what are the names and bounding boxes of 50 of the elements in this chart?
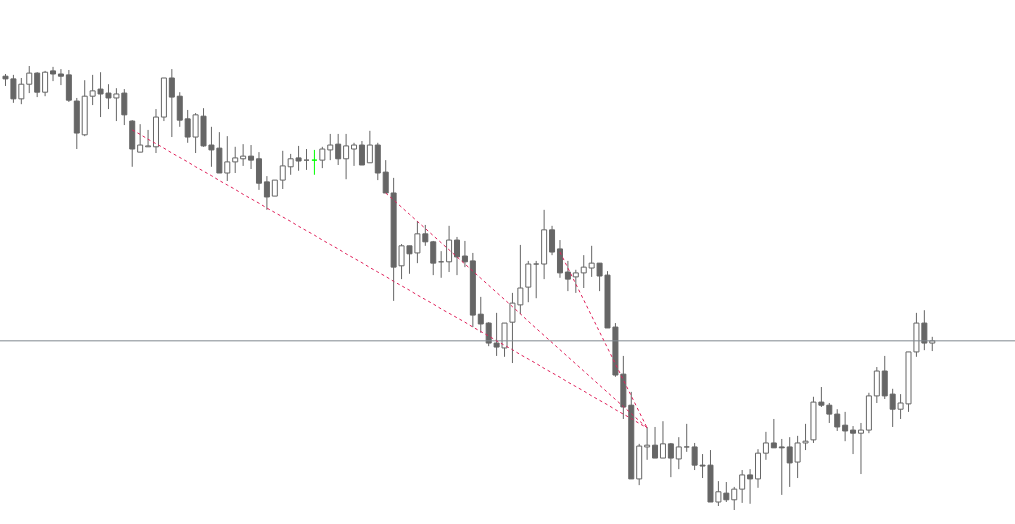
candlestick [850, 425, 857, 455]
candlestick [572, 269, 579, 294]
candlestick [461, 240, 468, 268]
candlestick [42, 70, 49, 97]
candlestick [168, 68, 175, 138]
candlestick [50, 66, 57, 82]
candlestick [652, 426, 659, 459]
candlestick [683, 423, 690, 453]
candlestick [731, 486, 738, 511]
candlestick [747, 468, 754, 505]
candlestick [667, 442, 674, 478]
candlestick [335, 133, 342, 166]
candlestick [343, 133, 350, 180]
candlestick [644, 426, 651, 461]
candlestick [659, 420, 666, 459]
candlestick [176, 91, 183, 128]
candlestick [57, 68, 64, 86]
candlestick [477, 296, 484, 334]
candlestick [303, 148, 310, 171]
candlestick [26, 65, 33, 94]
candlestick [366, 130, 373, 164]
candlestick [232, 146, 239, 174]
candlestick [327, 133, 334, 161]
candlestick [311, 149, 318, 176]
candlestick [549, 225, 556, 256]
candlestick [857, 422, 864, 475]
candlestick [842, 411, 849, 442]
candlestick [454, 236, 460, 276]
candlestick [248, 144, 255, 170]
candlestick [739, 469, 746, 504]
candlestick [430, 240, 437, 276]
candlestick [351, 142, 358, 167]
candlestick [675, 436, 682, 470]
candlestick [556, 239, 563, 279]
candlestick [137, 123, 144, 153]
candlestick [580, 254, 587, 289]
candlestick [358, 140, 365, 166]
candlestick [778, 438, 785, 496]
candlestick [279, 150, 286, 190]
candlestick [34, 71, 41, 98]
candlestick [446, 225, 453, 273]
candlestick [533, 260, 540, 299]
candlestick [762, 431, 769, 461]
candlestick [834, 408, 841, 432]
candlestick [564, 260, 571, 292]
candlestick [263, 175, 270, 211]
candlestick [770, 418, 777, 449]
candlestick [145, 129, 152, 148]
candlestick [240, 143, 247, 167]
candlestick [319, 146, 326, 169]
